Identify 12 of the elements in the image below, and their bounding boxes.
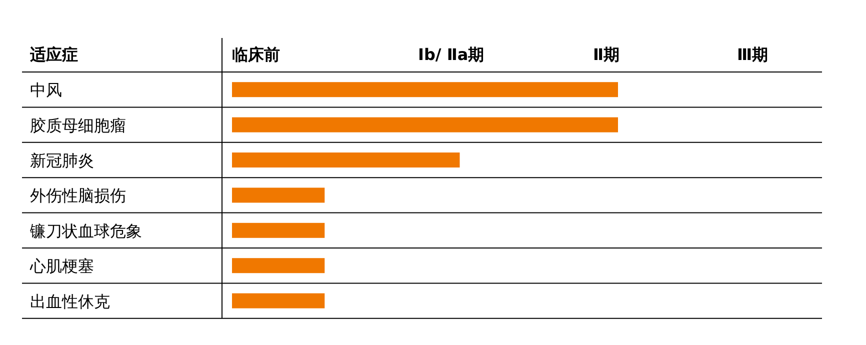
y-tick-label: 中风 [30, 80, 62, 100]
text: Ⅱ期 [593, 45, 620, 64]
y-tick-label: 镰刀状血球危象 [29, 221, 142, 240]
y-tick-label: 胶质母细胞瘤 [30, 116, 126, 135]
text: 临床前 [232, 45, 280, 64]
y-tick-label: 心肌梗塞 [29, 256, 94, 276]
y-tick-label: 外伤性脑损伤 [30, 186, 126, 206]
y-tick-label: 出血性休克 [30, 292, 110, 311]
y-tick-label: 新冠肺炎 [30, 151, 94, 170]
text: Ⅰb/ Ⅱa期 [418, 45, 484, 64]
y-axis-title: 适应症 [29, 45, 78, 64]
text: Ⅲ期 [737, 45, 768, 64]
